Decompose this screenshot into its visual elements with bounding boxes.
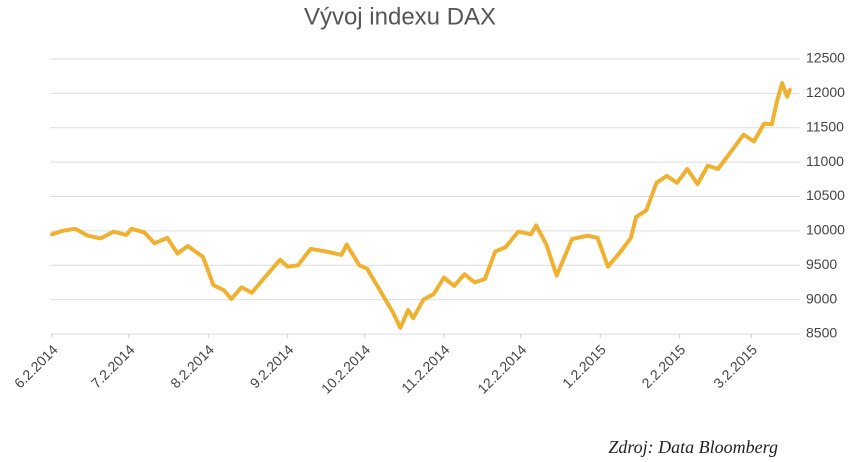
y-tick-label: 10000 <box>806 222 845 238</box>
x-tick-label: 10.2.2014 <box>318 341 374 397</box>
x-tick-label: 9.2.2014 <box>247 341 297 391</box>
chart-title: Vývoj indexu DAX <box>304 3 496 30</box>
y-tick-label: 9500 <box>806 256 837 272</box>
y-tick-label: 8500 <box>806 325 837 341</box>
x-tick-label: 11.2.2014 <box>398 341 453 396</box>
x-tick-label: 2.2.2015 <box>638 341 688 391</box>
y-tick-label: 12000 <box>806 84 845 100</box>
y-tick-label: 11500 <box>806 118 844 134</box>
x-tick-label: 8.2.2014 <box>167 341 217 391</box>
x-tick-label: 6.2.2014 <box>11 341 61 391</box>
x-tick-label: 12.2.2014 <box>474 341 530 397</box>
y-tick-label: 11000 <box>806 153 844 169</box>
x-tick-label: 1.2.2015 <box>559 341 609 391</box>
y-tick-label: 9000 <box>806 290 837 306</box>
y-tick-label: 10500 <box>806 187 845 203</box>
x-tick-label: 3.2.2015 <box>710 341 760 391</box>
x-tick-label: 7.2.2014 <box>88 341 138 391</box>
line <box>50 81 792 330</box>
y-tick-label: 12500 <box>806 50 845 66</box>
source: Zdroj: Data Bloomberg <box>608 437 778 457</box>
